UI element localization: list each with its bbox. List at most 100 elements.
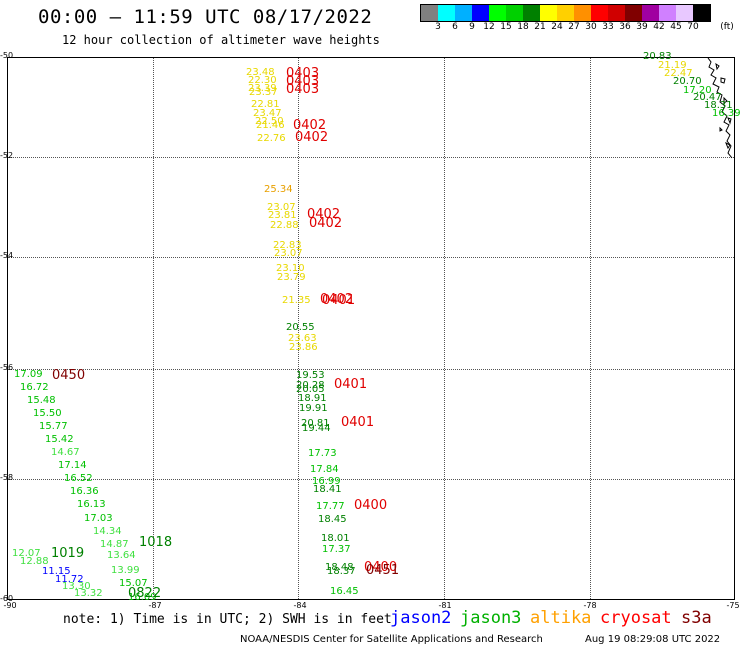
- colorbar-label: 45: [670, 22, 682, 32]
- colorbar-label: 70: [687, 22, 699, 32]
- legend-cryosat: cryosat: [600, 608, 672, 628]
- wave-height-label: 18.48: [325, 562, 354, 573]
- colorbar-swatch: [489, 5, 506, 21]
- wave-height-label: 12.07: [12, 548, 41, 559]
- wave-height-label: 23.63: [288, 333, 317, 344]
- wave-height-label: 18.45: [318, 514, 347, 525]
- wave-height-label: 22.76: [257, 133, 286, 144]
- wave-height-label: 16.72: [20, 382, 49, 393]
- wave-height-label: 17.37: [322, 544, 351, 555]
- grid-line-lat: [8, 257, 734, 258]
- page-subtitle: 12 hour collection of altimeter wave hei…: [62, 33, 380, 47]
- lat-label: -58: [0, 473, 14, 482]
- wave-height-label: 21.46: [256, 120, 285, 131]
- legend-jason3: jason3: [460, 608, 522, 628]
- wave-height-label: 18.41: [313, 484, 342, 495]
- pass-time-label: 0401: [322, 293, 356, 308]
- lon-label: -87: [148, 601, 162, 610]
- wave-height-label: 17.20: [683, 85, 712, 96]
- pass-time-label: 0402: [295, 130, 329, 145]
- pass-time-label: 0401: [334, 377, 368, 392]
- wave-height-label: 18.31: [704, 100, 733, 111]
- colorbar-label: 18: [517, 22, 529, 32]
- lon-label: -90: [3, 601, 17, 610]
- colorbar-label: 15: [500, 22, 512, 32]
- wave-height-label: 23.10: [276, 263, 305, 274]
- colorbar: [420, 4, 711, 22]
- timestamp-text: Aug 19 08:29:08 UTC 2022: [585, 634, 721, 645]
- lon-label: -78: [583, 601, 597, 610]
- wave-height-label: 25.34: [264, 184, 293, 195]
- pass-time-label: 0400: [354, 498, 388, 513]
- colorbar-label: 24: [551, 22, 563, 32]
- wave-height-label: 16.09: [128, 592, 157, 603]
- pass-time-label: 0403: [286, 66, 320, 81]
- wave-height-label: 23.07: [267, 202, 296, 213]
- colorbar-swatch: [523, 5, 540, 21]
- legend-altika: altika: [530, 608, 592, 628]
- wave-height-label: 23.48: [246, 67, 275, 78]
- wave-height-label: 23.86: [289, 342, 318, 353]
- lat-label: -50: [0, 51, 14, 60]
- grid-line-lon: [590, 58, 591, 599]
- pass-time-label: 1018: [139, 535, 173, 550]
- colorbar-label: 3: [435, 22, 441, 32]
- colorbar-swatch: [591, 5, 608, 21]
- wave-height-label: 15.42: [45, 434, 74, 445]
- wave-height-label: 22.30: [248, 75, 277, 86]
- wave-height-label: 16.99: [312, 476, 341, 487]
- colorbar-label: 39: [636, 22, 648, 32]
- wave-height-label: 19.91: [299, 403, 328, 414]
- wave-height-label: 13.99: [111, 565, 140, 576]
- colorbar-swatch: [455, 5, 472, 21]
- colorbar-swatch: [625, 5, 642, 21]
- lon-label: -81: [438, 601, 452, 610]
- legend-jason2: jason2: [390, 608, 452, 628]
- pass-time-label: 1019: [51, 546, 85, 561]
- wave-height-label: 22.88: [270, 220, 299, 231]
- pass-time-label: 0401: [341, 415, 375, 430]
- pass-time-label: 0822: [128, 586, 162, 601]
- wave-height-label: 13.64: [107, 550, 136, 561]
- wave-height-label: 15.50: [33, 408, 62, 419]
- wave-height-label: 11.15: [42, 566, 71, 577]
- lon-label: -84: [293, 601, 307, 610]
- colorbar-label: 30: [585, 22, 597, 32]
- pass-time-label: 0451: [366, 563, 400, 578]
- pass-time-label: 0403: [286, 82, 320, 97]
- colorbar-swatch: [540, 5, 557, 21]
- pass-time-label: 0402: [307, 207, 341, 222]
- wave-height-label: 23.79: [277, 272, 306, 283]
- wave-height-label: 17.09: [14, 369, 43, 380]
- wave-height-label: 22.81: [251, 99, 280, 110]
- colorbar-swatch: [659, 5, 676, 21]
- grid-line-lon: [153, 58, 154, 599]
- wave-height-label: 20.55: [286, 322, 315, 333]
- lat-label: -60: [0, 594, 14, 603]
- wave-height-label: 17.84: [310, 464, 339, 475]
- colorbar-label: 9: [469, 22, 475, 32]
- wave-height-label: 20.81: [301, 418, 330, 429]
- grid-line-lat: [8, 157, 734, 158]
- wave-height-label: 22.47: [664, 68, 693, 79]
- colorbar-swatch: [608, 5, 625, 21]
- wave-height-label: 14.67: [51, 447, 80, 458]
- page-title: 00:00 — 11:59 UTC 08/17/2022: [38, 6, 373, 28]
- grid-line-lon: [298, 58, 299, 599]
- colorbar-label: 27: [568, 22, 580, 32]
- pass-time-label: 0450: [52, 368, 86, 383]
- wave-height-label: 13.30: [62, 581, 91, 592]
- footer-note: note: 1) Time is in UTC; 2) SWH is in fe…: [63, 612, 392, 627]
- grid-line-lat: [8, 369, 734, 370]
- wave-height-label: 23.37: [249, 87, 278, 98]
- wave-height-label: 17.03: [84, 513, 113, 524]
- colorbar-swatch: [676, 5, 693, 21]
- legend-s3a: s3a: [681, 608, 712, 628]
- colorbar-swatch: [472, 5, 489, 21]
- colorbar-label: 12: [483, 22, 495, 32]
- wave-height-label: 20.83: [643, 51, 672, 62]
- wave-height-label: 23.39: [248, 83, 277, 94]
- wave-height-label: 16.52: [64, 473, 93, 484]
- colorbar-swatch: [438, 5, 455, 21]
- wave-height-label: 16.13: [77, 499, 106, 510]
